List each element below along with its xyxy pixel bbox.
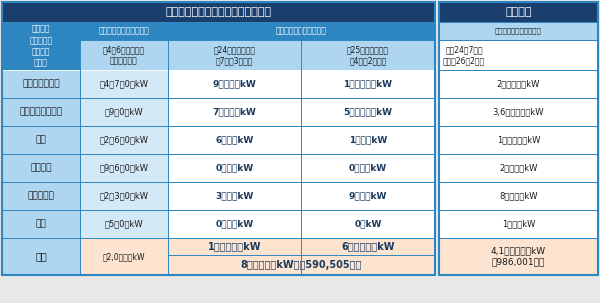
Bar: [301, 40, 435, 70]
Bar: [2, 182, 80, 210]
Bar: [2, 126, 80, 154]
Text: 4,1２０．５万kW
（986,001件）: 4,1２０．５万kW （986,001件）: [491, 246, 546, 267]
Bar: [2, 154, 80, 182]
Text: 5０５．２万kW: 5０５．２万kW: [343, 108, 392, 116]
Text: 固定価格買取制度導入後: 固定価格買取制度導入後: [276, 26, 327, 35]
Text: 1．５万kW: 1．５万kW: [349, 135, 387, 145]
Text: 9．０万kW: 9．０万kW: [349, 191, 387, 201]
Text: 6３８．１万kW: 6３８．１万kW: [341, 241, 395, 251]
Bar: [168, 238, 301, 255]
Text: 固定価格買取制度導入後: 固定価格買取制度導入後: [495, 28, 542, 34]
Text: 田2万3万0万kW: 田2万3万0万kW: [100, 191, 149, 201]
Text: 0．４万kW: 0．４万kW: [349, 164, 387, 172]
Text: 田4买7万0万kW: 田4买7万0万kW: [100, 79, 149, 88]
Text: 平25年度の導入量
（4月～2月末）: 平25年度の導入量 （4月～2月末）: [347, 45, 389, 65]
Bar: [80, 210, 168, 238]
Bar: [439, 2, 598, 22]
Text: 風力: 風力: [35, 135, 46, 145]
Text: 地熱: 地熱: [35, 219, 46, 228]
Bar: [439, 22, 598, 40]
Text: 9６．９万kW: 9６．９万kW: [212, 79, 256, 88]
Text: 7０．４万kW: 7０．４万kW: [212, 108, 256, 116]
Bar: [168, 70, 301, 98]
Bar: [301, 70, 435, 98]
Bar: [301, 126, 435, 154]
Bar: [80, 40, 168, 70]
Bar: [301, 210, 435, 238]
Bar: [168, 22, 435, 40]
Bar: [80, 22, 168, 40]
Text: 太陽光（住宅）: 太陽光（住宅）: [22, 79, 60, 88]
Bar: [168, 210, 301, 238]
Text: 田9万6万0万kW: 田9万6万0万kW: [100, 164, 149, 172]
Bar: [2, 22, 80, 70]
Text: 平24年度の導入量
（7月～3月末）: 平24年度の導入量 （7月～3月末）: [214, 45, 256, 65]
Text: 3．０万kW: 3．０万kW: [215, 191, 254, 201]
Bar: [439, 70, 598, 98]
Text: 1７６．９万kW: 1７６．９万kW: [208, 241, 261, 251]
Text: 田5万0万kW: 田5万0万kW: [104, 219, 143, 228]
Text: 認定容量: 認定容量: [505, 7, 532, 17]
Bar: [2, 238, 80, 275]
Bar: [301, 182, 435, 210]
Bar: [301, 154, 435, 182]
Bar: [2, 2, 435, 22]
Text: 田2,0６０万kW: 田2,0６０万kW: [103, 252, 145, 261]
Bar: [168, 40, 301, 70]
Text: 太陽光（非住宅）: 太陽光（非住宅）: [19, 108, 62, 116]
Text: 8１５．０万kW　（590,505件）: 8１５．０万kW （590,505件）: [241, 260, 362, 270]
Bar: [80, 154, 168, 182]
Bar: [2, 98, 80, 126]
Bar: [168, 154, 301, 182]
Bar: [168, 98, 301, 126]
Text: 平成24年7月～
　平成26年2月末: 平成24年7月～ 平成26年2月末: [443, 45, 485, 65]
Bar: [80, 98, 168, 126]
Bar: [439, 182, 598, 210]
Bar: [301, 238, 435, 255]
Bar: [439, 238, 598, 275]
Bar: [80, 238, 168, 275]
Text: バイオマス: バイオマス: [28, 191, 55, 201]
Bar: [168, 182, 301, 210]
Bar: [439, 40, 598, 70]
Bar: [168, 255, 435, 275]
Bar: [80, 126, 168, 154]
Text: 田9万0万kW: 田9万0万kW: [104, 108, 143, 116]
Bar: [80, 182, 168, 210]
Bar: [439, 210, 598, 238]
Text: 2５２．９万kW: 2５２．９万kW: [497, 79, 540, 88]
Bar: [2, 70, 80, 98]
Bar: [80, 70, 168, 98]
Bar: [439, 154, 598, 182]
Text: 0．１万kW: 0．１万kW: [215, 219, 254, 228]
Text: 6．３万kW: 6．３万kW: [215, 135, 254, 145]
Text: 再生可能
エネルギー
発電設備
の種類: 再生可能 エネルギー 発電設備 の種類: [29, 25, 53, 67]
Bar: [168, 126, 301, 154]
Text: 中小水力: 中小水力: [30, 164, 52, 172]
Bar: [439, 98, 598, 126]
Text: 固定価格買取制度導入前: 固定価格買取制度導入前: [98, 26, 149, 35]
Text: 2６．１万kW: 2６．１万kW: [499, 164, 538, 172]
Bar: [439, 126, 598, 154]
Bar: [2, 2, 435, 275]
Text: 0万kW: 0万kW: [355, 219, 382, 228]
Text: 設備導入量（運転を開始したもの）: 設備導入量（運転を開始したもの）: [166, 7, 271, 17]
Bar: [439, 2, 598, 275]
Text: 1０１．２万kW: 1０１．２万kW: [497, 135, 540, 145]
Text: 1．３万kW: 1．３万kW: [502, 219, 535, 228]
Bar: [2, 210, 80, 238]
Text: 0．２万kW: 0．２万kW: [215, 164, 254, 172]
Text: 合計: 合計: [35, 251, 47, 261]
Text: 田2万6万0万kW: 田2万6万0万kW: [100, 135, 149, 145]
Text: 8７．４万kW: 8７．４万kW: [499, 191, 538, 201]
Bar: [301, 98, 435, 126]
Text: 平4年6月末までの
の累積導入量: 平4年6月末までの の累積導入量: [103, 45, 145, 65]
Text: 1２２．１万kW: 1２２．１万kW: [343, 79, 392, 88]
Text: 3,6５１．６万kW: 3,6５１．６万kW: [493, 108, 544, 116]
